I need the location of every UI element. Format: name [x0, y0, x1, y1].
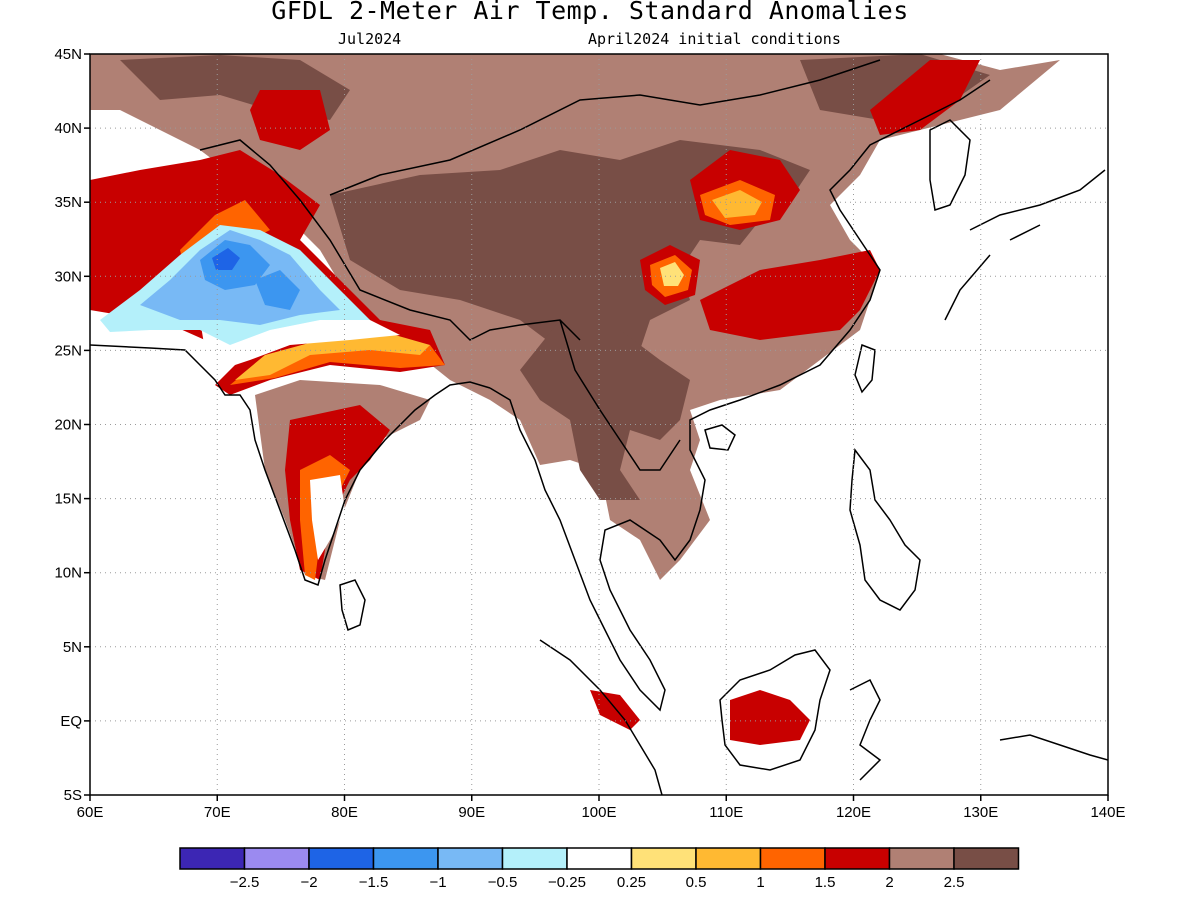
anomaly-region-white-india-east: [310, 475, 345, 560]
lat-tick-label: EQ: [60, 713, 82, 730]
colorbar-swatch: [243, 847, 310, 870]
colorbar-label: 0.5: [686, 874, 707, 891]
grid-lines: [90, 54, 1108, 795]
colorbar-swatch: [437, 847, 504, 870]
lat-tick-label: 45N: [54, 46, 82, 63]
colorbar-swatch: [695, 847, 762, 870]
colorbar-label: 2.5: [944, 874, 965, 891]
colorbar-label: −1.5: [359, 874, 389, 891]
coastline-taiwan: [854, 343, 876, 394]
coastline-sumatra: [539, 639, 663, 795]
longitude-axis: 60E 70E 80E 90E 100E 110E 120E 130E 140E: [77, 795, 1126, 821]
lat-tick-label: 15N: [54, 491, 82, 508]
lon-tick-label: 120E: [836, 804, 871, 821]
lon-tick-label: 80E: [331, 804, 358, 821]
valid-month: Jul2024: [338, 30, 402, 48]
lat-tick-label: 10N: [54, 565, 82, 582]
anomaly-fill-layer: [90, 54, 1060, 745]
anomaly-region-yellow-china: [712, 190, 762, 218]
coastline-sri-lanka: [339, 579, 366, 632]
colorbar-swatch: [630, 847, 697, 870]
anomaly-region-red-china-east: [700, 250, 880, 340]
colorbar-label: −0.5: [488, 874, 518, 891]
anomaly-region-yellow-china-west: [660, 262, 684, 286]
colorbar-swatch: [759, 847, 826, 870]
coastline-mainland-se-asia: [489, 79, 991, 712]
colorbar-label: 1: [756, 874, 764, 891]
colorbar-swatch: [824, 847, 891, 870]
lon-tick-label: 130E: [963, 804, 998, 821]
lon-tick-label: 70E: [204, 804, 231, 821]
colorbar-swatch: [372, 847, 439, 870]
colorbar-swatch: [308, 847, 375, 870]
lat-tick-label: 30N: [54, 268, 82, 285]
lon-tick-label: 140E: [1090, 804, 1125, 821]
coastline-new-guinea: [999, 734, 1108, 761]
lat-tick-label: 35N: [54, 194, 82, 211]
coastline-borneo: [719, 649, 831, 771]
colorbar-label: −2.5: [230, 874, 260, 891]
coastline-korea: [929, 119, 971, 211]
lat-tick-label: 5N: [63, 639, 82, 656]
lon-tick-label: 60E: [77, 804, 104, 821]
coastline-layer: [90, 59, 1108, 795]
colorbar-swatch: [566, 847, 633, 870]
latitude-axis: 45N 40N 35N 30N 25N 20N 15N 10N 5N EQ 5S: [54, 46, 90, 804]
colorbar-swatch: [179, 847, 246, 870]
colorbar-label: −0.25: [548, 874, 586, 891]
anomaly-region-darkblue: [212, 248, 240, 270]
lat-tick-label: 25N: [54, 342, 82, 359]
lon-tick-label: 110E: [709, 804, 743, 821]
anomaly-region-red-korea: [870, 60, 980, 135]
coastline-japan: [944, 169, 1106, 321]
anomaly-region-red-sumatra: [590, 690, 640, 730]
colorbar-swatch: [501, 847, 568, 870]
lat-tick-label: 20N: [54, 417, 82, 434]
border-indochina: [559, 319, 681, 471]
lon-tick-label: 100E: [581, 804, 616, 821]
colorbar-label: −1: [429, 874, 446, 891]
anomaly-region-darkbrown-tibet: [330, 140, 810, 365]
anomaly-region-blue-2: [255, 270, 300, 310]
lat-tick-label: 5S: [64, 787, 82, 804]
init-conditions: April2024 initial conditions: [588, 30, 841, 48]
lon-tick-label: 90E: [458, 804, 485, 821]
colorbar: −2.5 −2 −1.5 −1 −0.5 −0.25 0.25 0.5 1 1.5 2 2.5: [179, 847, 1020, 891]
colorbar-label: 0.25: [617, 874, 646, 891]
colorbar-label: 1.5: [815, 874, 836, 891]
border-china: [329, 59, 881, 196]
border-south-asia: [199, 139, 581, 341]
anomaly-region-yellow-india: [235, 335, 430, 380]
coastline-indian-subcontinent: [90, 344, 491, 586]
lat-tick-label: 40N: [54, 120, 82, 137]
coastline-sulawesi: [849, 678, 882, 781]
colorbar-swatch: [888, 847, 955, 870]
coastline-hainan: [704, 424, 736, 451]
coastline-philippines: [849, 448, 921, 611]
chart-title: GFDL 2-Meter Air Temp. Standard Anomalie…: [271, 0, 909, 25]
colorbar-label: −2: [300, 874, 317, 891]
anomaly-region-red-borneo: [730, 690, 810, 745]
colorbar-label: 2: [885, 874, 893, 891]
colorbar-swatch: [953, 847, 1020, 870]
anomaly-region-red-northwest: [250, 90, 330, 150]
anomaly-region-darkbrown-indochina: [520, 320, 690, 500]
